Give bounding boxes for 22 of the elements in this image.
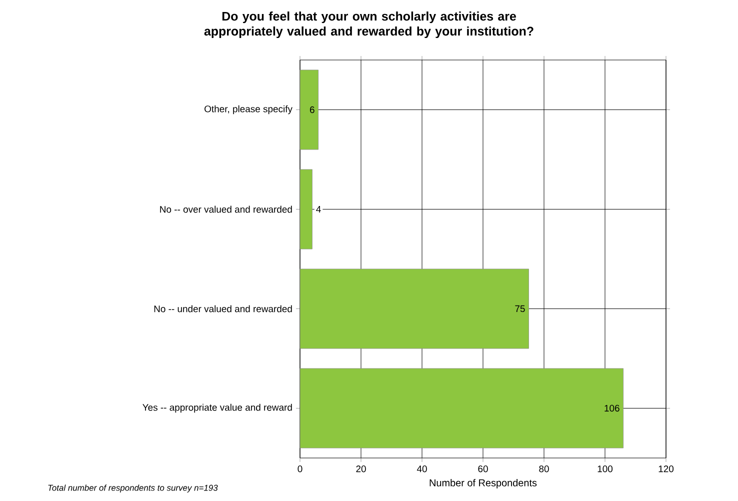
y-tick-label: Yes -- appropriate value and reward — [142, 404, 292, 413]
bar — [300, 169, 312, 250]
data-label: 4 — [316, 206, 321, 212]
x-axis-title: Number of Respondents — [430, 479, 537, 488]
bar — [300, 368, 624, 448]
x-tick-label: 0 — [298, 466, 302, 472]
data-label: 75 — [515, 305, 525, 312]
text: Total number of respondents to survey n=193 — [48, 484, 218, 492]
bar — [300, 70, 319, 150]
data-label: 106 — [604, 404, 620, 412]
x-tick-label: 120 — [658, 466, 674, 472]
data-label: 6 — [310, 106, 314, 114]
chart-title: Do you feel that your own scholarly activities are appropriately valued and rewarded by your institution? — [204, 12, 534, 38]
x-tick-label: 40 — [416, 466, 427, 472]
y-tick-label: No -- over valued and rewarded — [160, 206, 292, 213]
x-tick-label: 20 — [356, 466, 366, 472]
x-tick-label: 80 — [539, 466, 549, 472]
x-tick-label: 60 — [478, 466, 488, 472]
y-tick-label: No -- under valued and rewarded — [154, 305, 292, 312]
bar — [300, 268, 529, 349]
x-tick-label: 100 — [598, 466, 613, 472]
y-tick-label: Other, please specify — [204, 105, 292, 114]
